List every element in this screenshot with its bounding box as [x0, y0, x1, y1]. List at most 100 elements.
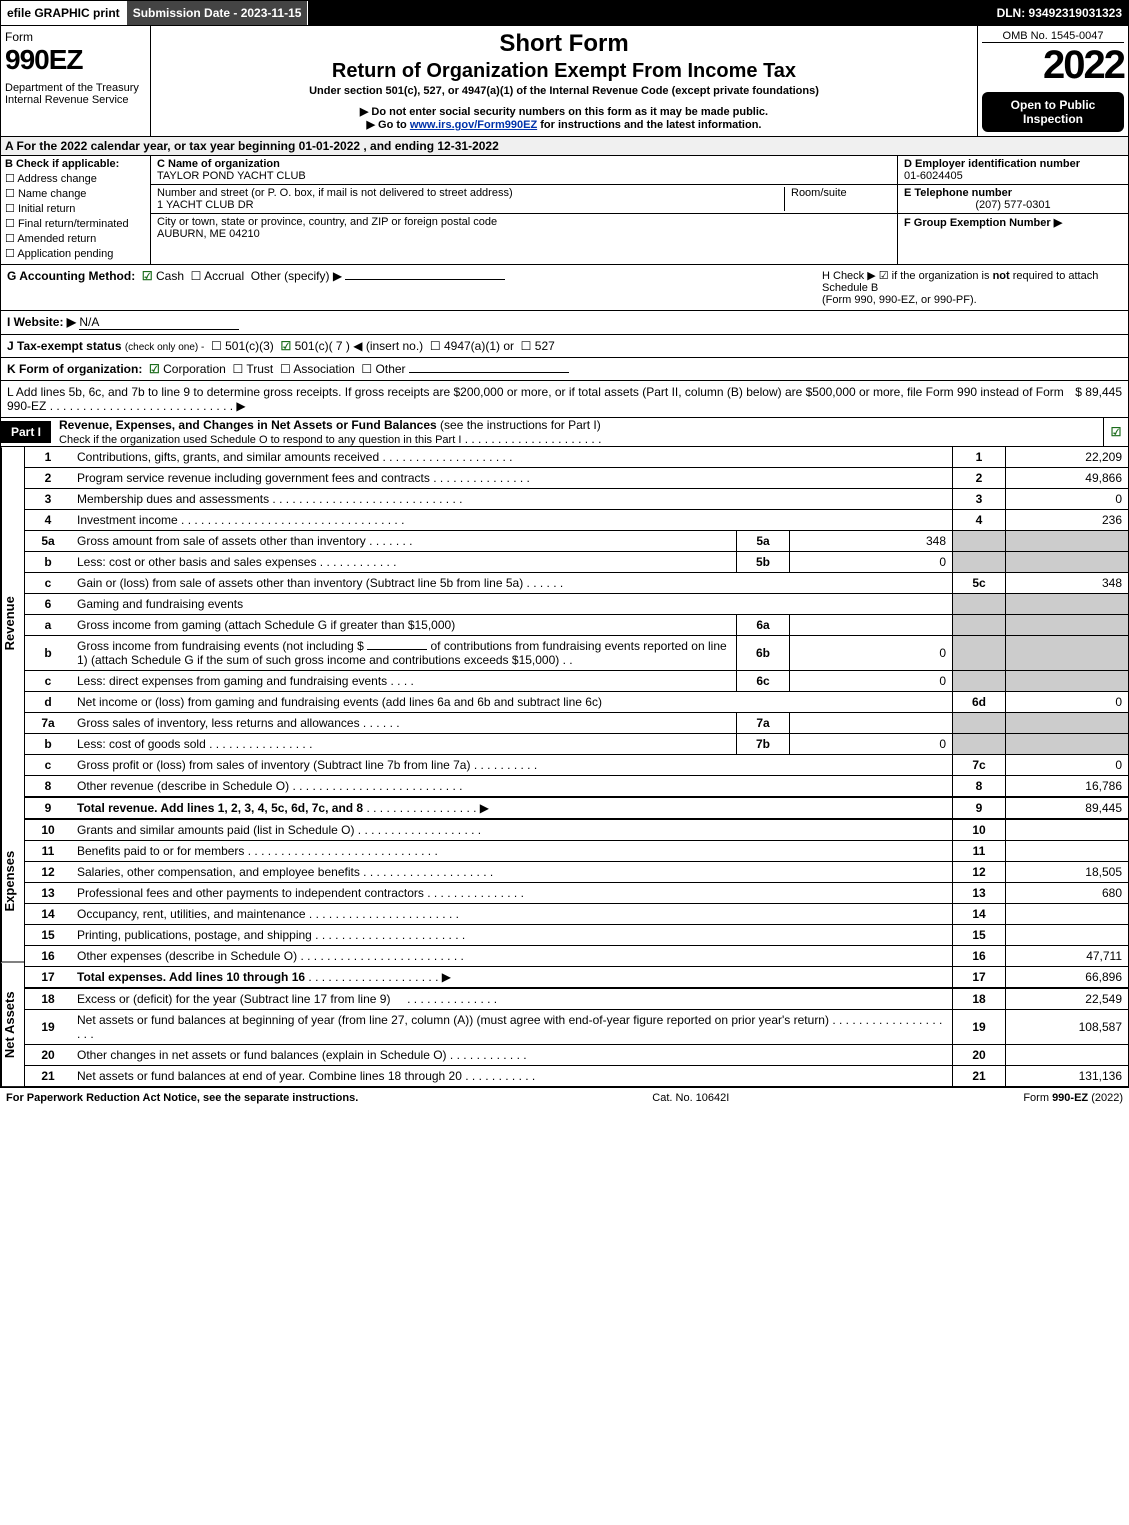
line-1: 1Contributions, gifts, grants, and simil…: [25, 447, 1129, 468]
n17: 17: [25, 967, 72, 989]
line-16: 16Other expenses (describe in Schedule O…: [25, 946, 1129, 967]
footer-left: For Paperwork Reduction Act Notice, see …: [6, 1092, 358, 1104]
c-city-block: City or town, state or province, country…: [151, 214, 897, 242]
line-14: 14Occupancy, rent, utilities, and mainte…: [25, 904, 1129, 925]
line-4: 4Investment income . . . . . . . . . . .…: [25, 510, 1129, 531]
b17: 17: [953, 967, 1006, 989]
phone: (207) 577-0301: [904, 199, 1122, 211]
k-o4: Other: [376, 362, 406, 376]
iv6a: [790, 615, 953, 636]
t8: Other revenue (describe in Schedule O): [77, 779, 289, 793]
h-block: H Check ▶ ☑ if the organization is not r…: [822, 269, 1122, 306]
b2: Name change: [18, 188, 87, 200]
subtitle: Return of Organization Exempt From Incom…: [155, 60, 973, 83]
check-address-change[interactable]: Address change: [5, 172, 146, 185]
g-other-line: [345, 279, 505, 280]
line-6b: bGross income from fundraising events (n…: [25, 636, 1129, 671]
b-label: B Check if applicable:: [5, 158, 146, 170]
n21: 21: [25, 1066, 72, 1087]
addr-lbl: Number and street (or P. O. box, if mail…: [157, 187, 513, 199]
t9: Total revenue. Add lines 1, 2, 3, 4, 5c,…: [77, 801, 363, 815]
b11: 11: [953, 841, 1006, 862]
j-4947-box: [430, 339, 441, 353]
b3: 3: [953, 489, 1006, 510]
line-7b: bLess: cost of goods sold . . . . . . . …: [25, 734, 1129, 755]
b5: Amended return: [17, 233, 96, 245]
line-6c: cLess: direct expenses from gaming and f…: [25, 671, 1129, 692]
b21: 21: [953, 1066, 1006, 1087]
form-right: OMB No. 1545-0047 2022 Open to Public In…: [978, 26, 1128, 136]
part-1-header: Part I Revenue, Expenses, and Changes in…: [0, 418, 1129, 447]
v18: 22,549: [1006, 988, 1129, 1010]
check-amended-return[interactable]: Amended return: [5, 232, 146, 245]
b1: 1: [953, 447, 1006, 468]
check-name-change[interactable]: Name change: [5, 187, 146, 200]
form-label: Form: [5, 30, 146, 44]
n8: 8: [25, 776, 72, 798]
check-cash: [142, 269, 153, 283]
irs-link[interactable]: www.irs.gov/Form990EZ: [410, 119, 537, 131]
row-a-tax-year: A For the 2022 calendar year, or tax yea…: [0, 137, 1129, 156]
g7b: [953, 734, 1006, 755]
ib5a: 5a: [737, 531, 790, 552]
line-13: 13Professional fees and other payments t…: [25, 883, 1129, 904]
ib5b: 5b: [737, 552, 790, 573]
g5b: [953, 552, 1006, 573]
col-d-e-f: D Employer identification number 01-6024…: [898, 156, 1128, 264]
addr: 1 YACHT CLUB DR: [157, 199, 254, 211]
t15: Printing, publications, postage, and shi…: [77, 928, 312, 942]
v1: 22,209: [1006, 447, 1129, 468]
t2: Program service revenue including govern…: [77, 471, 430, 485]
n7b: b: [25, 734, 72, 755]
n5b: b: [25, 552, 72, 573]
line-5b: bLess: cost or other basis and sales exp…: [25, 552, 1129, 573]
v2: 49,866: [1006, 468, 1129, 489]
ib7b: 7b: [737, 734, 790, 755]
line-7a: 7aGross sales of inventory, less returns…: [25, 713, 1129, 734]
k-other-box: [361, 362, 372, 376]
note-link: ▶ Go to www.irs.gov/Form990EZ for instru…: [155, 118, 973, 131]
gv7a: [1006, 713, 1129, 734]
b20: 20: [953, 1045, 1006, 1066]
part-1-checkbox[interactable]: [1103, 418, 1128, 446]
gv6b: [1006, 636, 1129, 671]
g6a: [953, 615, 1006, 636]
t6: Gaming and fundraising events: [71, 594, 953, 615]
b6: Application pending: [17, 248, 113, 260]
note-ssn: ▶ Do not enter social security numbers o…: [155, 105, 973, 118]
p1-c: Check if the organization used Schedule …: [59, 434, 461, 446]
gv6a: [1006, 615, 1129, 636]
form-title-block: Short Form Return of Organization Exempt…: [151, 26, 978, 136]
g6: [953, 594, 1006, 615]
dept-2: Internal Revenue Service: [5, 94, 146, 106]
section-b-c-d-e-f: B Check if applicable: Address change Na…: [0, 156, 1129, 265]
note2-post: for instructions and the latest informat…: [540, 119, 761, 131]
line-9: 9Total revenue. Add lines 1, 2, 3, 4, 5c…: [25, 797, 1129, 819]
city: AUBURN, ME 04210: [157, 228, 260, 240]
t6b1: Gross income from fundraising events (no…: [77, 639, 364, 653]
v13: 680: [1006, 883, 1129, 904]
l-val: $ 89,445: [1075, 385, 1122, 413]
v4: 236: [1006, 510, 1129, 531]
h-not: not: [993, 270, 1010, 282]
c-name-lbl: C Name of organization: [157, 158, 280, 170]
check-initial-return[interactable]: Initial return: [5, 202, 146, 215]
fr1: Form: [1023, 1092, 1052, 1104]
k-assoc-box: [280, 362, 291, 376]
j-o1: 501(c)(3): [225, 339, 274, 353]
ib6a: 6a: [737, 615, 790, 636]
b8: 8: [953, 776, 1006, 798]
check-final-return[interactable]: Final return/terminated: [5, 217, 146, 230]
n15: 15: [25, 925, 72, 946]
footer-right: Form 990-EZ (2022): [1023, 1092, 1123, 1104]
v17: 66,896: [1006, 967, 1129, 989]
n16: 16: [25, 946, 72, 967]
n1: 1: [25, 447, 72, 468]
line-18: 18Excess or (deficit) for the year (Subt…: [25, 988, 1129, 1010]
g-cash: Cash: [156, 269, 184, 283]
n19: 19: [25, 1010, 72, 1045]
t6c: Less: direct expenses from gaming and fu…: [77, 674, 387, 688]
t4: Investment income: [77, 513, 178, 527]
part-1-tab: Part I: [1, 421, 51, 443]
check-application-pending[interactable]: Application pending: [5, 247, 146, 260]
